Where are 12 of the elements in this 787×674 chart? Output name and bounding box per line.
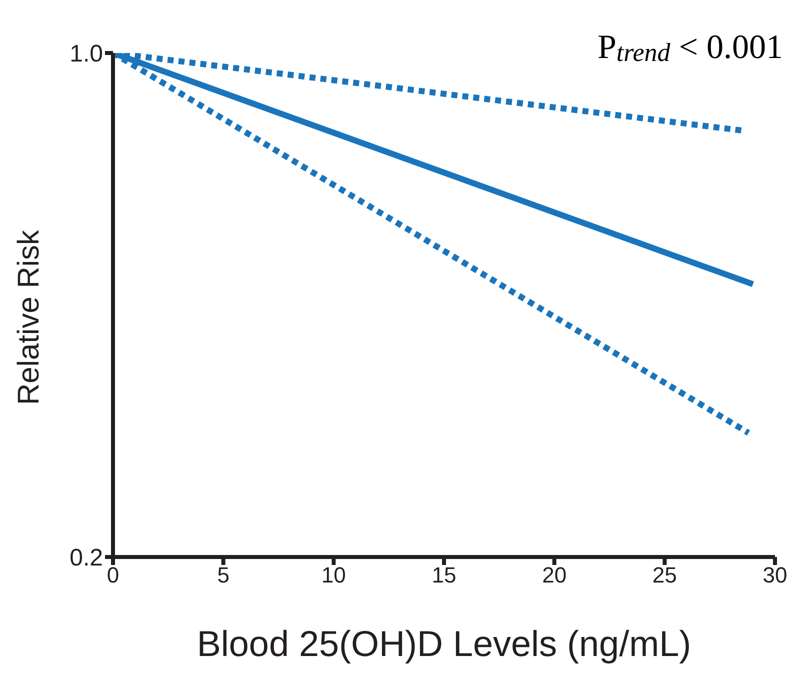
x-tick-label: 30 [762, 562, 787, 588]
y-tick-label: 0.2 [70, 544, 103, 572]
x-tick-label: 0 [106, 562, 120, 588]
annotation: P$_{trend}$ < 0.001 [597, 29, 783, 67]
x-tick-label: 25 [652, 562, 677, 588]
x-tick-label: 10 [321, 562, 346, 588]
x-axis-title: Blood 25(OH)D Levels (ng/mL) [196, 623, 692, 664]
x-tick-label: 20 [542, 562, 567, 588]
x-tick-label: 15 [432, 562, 456, 588]
x-tick-label: 5 [217, 562, 230, 588]
y-axis-title: Relative Risk [12, 228, 46, 405]
y-tick-label: 1.0 [70, 40, 103, 68]
